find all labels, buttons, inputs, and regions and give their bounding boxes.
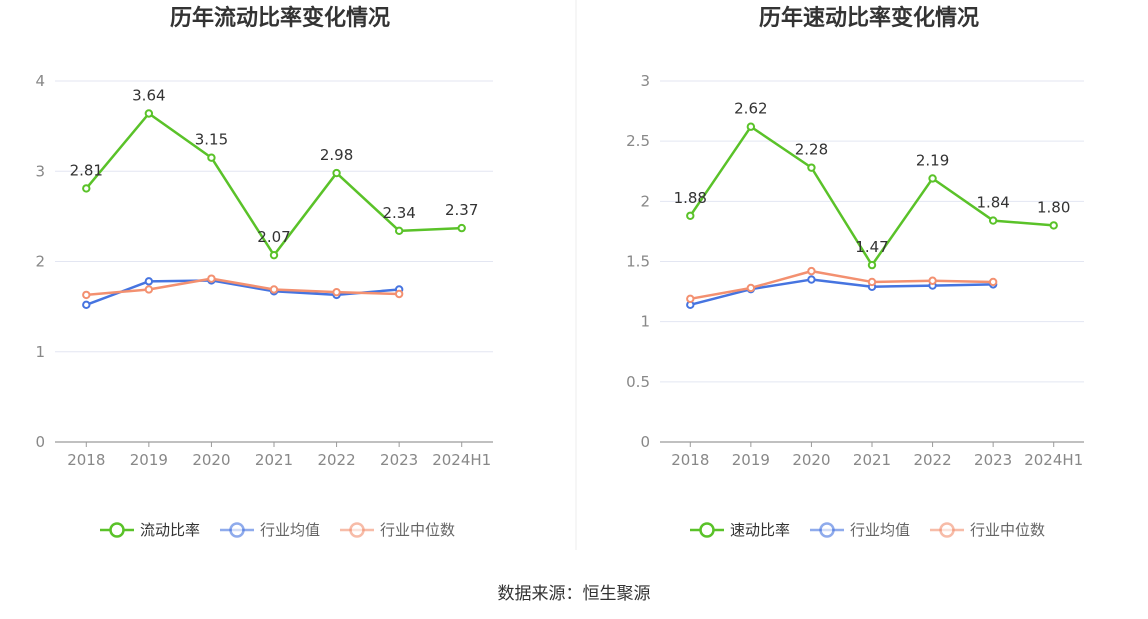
x-tick-label: 2023 — [380, 451, 418, 469]
x-tick-label: 2020 — [792, 451, 830, 469]
industry-average-point[interactable] — [807, 275, 816, 284]
data-label: 2.28 — [795, 141, 828, 159]
main-ratio-point[interactable] — [686, 211, 695, 220]
x-tick-label: 2020 — [192, 451, 230, 469]
data-label: 1.80 — [1037, 198, 1070, 216]
quick-ratio-chart: 历年速动比率变化情况 0 0.5 1 1.5 2 2.5 3 2018 2019 2020 2021 2… — [626, 5, 1084, 539]
industry-median-point[interactable] — [988, 277, 998, 287]
y-tick-label: 4 — [35, 72, 45, 90]
industry-average-line — [689, 278, 994, 307]
x-tick-label: 2024H1 — [432, 451, 491, 469]
industry-median-point[interactable] — [394, 289, 404, 299]
main-ratio-point[interactable] — [144, 109, 154, 118]
main-ratio-point[interactable] — [394, 226, 404, 236]
data-label: 2.19 — [916, 151, 949, 169]
x-tick-label: 2021 — [255, 451, 293, 469]
legend-label: 行业均值 — [260, 521, 320, 539]
chart-title: 历年速动比率变化情况 — [759, 5, 979, 31]
industry-median-point[interactable] — [332, 287, 341, 297]
industry-median-point[interactable] — [144, 285, 154, 294]
y-tick-label: 2 — [640, 192, 650, 210]
industry-median-point[interactable] — [746, 283, 756, 293]
main-ratio-point[interactable] — [928, 174, 937, 183]
industry-average-line — [85, 279, 400, 306]
y-tick-label: 1 — [35, 343, 45, 361]
current-ratio-chart: 历年流动比率变化情况 0 1 2 3 4 2018 2019 2020 2021 2022 2023 2… — [35, 5, 493, 539]
x-tick-label: 2023 — [974, 451, 1012, 469]
industry-median-point[interactable] — [807, 266, 816, 276]
x-tick-label: 2018 — [67, 451, 105, 469]
y-tick-label: 0 — [35, 433, 45, 451]
data-label: 2.62 — [734, 100, 767, 118]
data-label: 2.37 — [445, 201, 478, 219]
x-tick-label: 2021 — [853, 451, 891, 469]
y-tick-label: 2.5 — [626, 132, 650, 150]
main-ratio-point[interactable] — [988, 216, 998, 225]
data-label: 1.88 — [674, 189, 707, 207]
y-tick-label: 3 — [640, 72, 650, 90]
data-label: 2.34 — [382, 204, 415, 222]
legend-marker — [819, 522, 835, 538]
data-label: 3.64 — [132, 86, 165, 104]
legend-item-industry-average[interactable]: 行业均值 — [220, 521, 320, 539]
industry-median-point[interactable] — [82, 290, 91, 300]
main-ratio-point[interactable] — [82, 184, 91, 193]
industry-median-point[interactable] — [207, 274, 216, 283]
legend-item-quick-ratio[interactable]: 速动比率 — [690, 521, 790, 539]
data-label: 1.84 — [976, 194, 1009, 212]
legend-item-industry-median[interactable]: 行业中位数 — [340, 521, 455, 539]
y-tick-label: 1.5 — [626, 253, 650, 271]
y-tick-label: 1 — [640, 313, 650, 331]
data-label: 1.47 — [855, 238, 888, 256]
y-tick-label: 2 — [35, 253, 45, 271]
legend-item-industry-median[interactable]: 行业中位数 — [930, 521, 1045, 539]
main-ratio-point[interactable] — [207, 153, 216, 162]
legend-label: 流动比率 — [140, 521, 200, 539]
legend-item-industry-average[interactable]: 行业均值 — [810, 521, 910, 539]
legend-item-current-ratio[interactable]: 流动比率 — [100, 521, 200, 539]
data-label: 2.98 — [320, 146, 353, 164]
x-tick-label: 2018 — [671, 451, 709, 469]
legend-label: 行业中位数 — [970, 521, 1045, 539]
y-tick-label: 3 — [35, 162, 45, 180]
legend-marker — [229, 522, 245, 538]
industry-median-line — [690, 269, 994, 301]
main-ratio-point[interactable] — [269, 250, 279, 260]
x-tick-label: 2022 — [913, 451, 951, 469]
source-note: 数据来源：恒生聚源 — [498, 584, 651, 604]
industry-average-point[interactable] — [144, 277, 154, 286]
data-label: 3.15 — [195, 131, 228, 149]
y-tick-label: 0 — [640, 433, 650, 451]
main-ratio-point[interactable] — [746, 122, 756, 131]
data-label: 2.07 — [257, 228, 290, 246]
legend-label: 行业中位数 — [380, 521, 455, 539]
industry-average-point[interactable] — [82, 300, 91, 310]
main-ratio-point[interactable] — [807, 163, 816, 172]
main-ratio-point[interactable] — [1049, 221, 1058, 230]
legend-marker — [109, 522, 125, 538]
y-tick-label: 0.5 — [626, 373, 650, 391]
legend-marker — [939, 522, 955, 538]
x-tick-label: 2019 — [732, 451, 770, 469]
chart-title: 历年流动比率变化情况 — [170, 5, 390, 31]
main-ratio-point[interactable] — [332, 168, 341, 178]
data-label: 2.81 — [70, 161, 103, 179]
industry-median-point[interactable] — [269, 285, 279, 294]
main-ratio-point[interactable] — [867, 260, 877, 270]
legend-label: 速动比率 — [730, 521, 790, 539]
x-tick-label: 2019 — [130, 451, 168, 469]
industry-median-point[interactable] — [867, 277, 877, 287]
industry-median-line — [86, 277, 400, 297]
industry-median-point[interactable] — [686, 294, 695, 304]
x-tick-label: 2024H1 — [1024, 451, 1083, 469]
legend-marker — [349, 522, 365, 538]
main-ratio-point[interactable] — [457, 223, 466, 233]
industry-median-point[interactable] — [928, 276, 937, 285]
legend-label: 行业均值 — [850, 521, 910, 539]
x-tick-label: 2022 — [317, 451, 355, 469]
legend-marker — [699, 522, 715, 538]
